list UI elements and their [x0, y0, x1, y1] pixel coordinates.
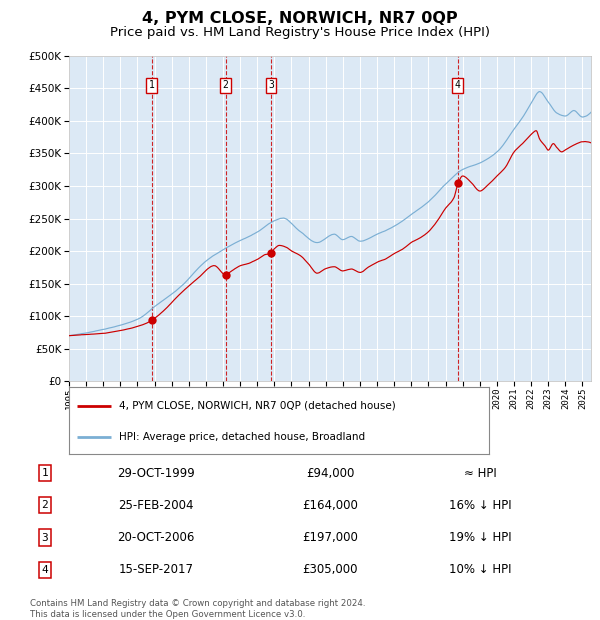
Text: Contains HM Land Registry data © Crown copyright and database right 2024.
This d: Contains HM Land Registry data © Crown c… — [30, 600, 365, 619]
Text: 25-FEB-2004: 25-FEB-2004 — [118, 499, 194, 511]
Text: 15-SEP-2017: 15-SEP-2017 — [119, 564, 193, 576]
Text: HPI: Average price, detached house, Broadland: HPI: Average price, detached house, Broa… — [119, 432, 365, 442]
Text: 3: 3 — [268, 80, 274, 90]
Text: 4: 4 — [41, 565, 49, 575]
Text: £94,000: £94,000 — [306, 467, 354, 479]
Text: 4: 4 — [455, 80, 461, 90]
Text: £197,000: £197,000 — [302, 531, 358, 544]
Text: 16% ↓ HPI: 16% ↓ HPI — [449, 499, 511, 511]
Text: 4, PYM CLOSE, NORWICH, NR7 0QP (detached house): 4, PYM CLOSE, NORWICH, NR7 0QP (detached… — [119, 401, 396, 410]
Text: 1: 1 — [41, 468, 49, 478]
Text: 2: 2 — [223, 80, 229, 90]
Text: ≈ HPI: ≈ HPI — [464, 467, 496, 479]
Text: 20-OCT-2006: 20-OCT-2006 — [118, 531, 194, 544]
Text: Price paid vs. HM Land Registry's House Price Index (HPI): Price paid vs. HM Land Registry's House … — [110, 26, 490, 39]
Text: 4, PYM CLOSE, NORWICH, NR7 0QP: 4, PYM CLOSE, NORWICH, NR7 0QP — [142, 11, 458, 26]
Text: £305,000: £305,000 — [302, 564, 358, 576]
Text: 29-OCT-1999: 29-OCT-1999 — [117, 467, 195, 479]
Text: 10% ↓ HPI: 10% ↓ HPI — [449, 564, 511, 576]
Text: 1: 1 — [149, 80, 155, 90]
Text: £164,000: £164,000 — [302, 499, 358, 511]
Text: 3: 3 — [41, 533, 49, 542]
Text: 2: 2 — [41, 500, 49, 510]
Text: 19% ↓ HPI: 19% ↓ HPI — [449, 531, 511, 544]
